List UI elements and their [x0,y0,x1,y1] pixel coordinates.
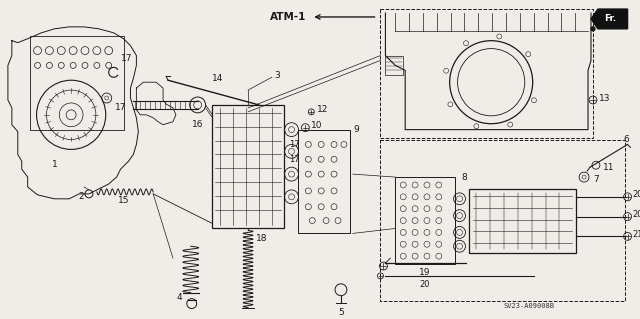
Text: 4: 4 [177,293,182,302]
Text: 8: 8 [461,173,467,182]
Bar [298,130,350,234]
Text: 6: 6 [624,135,630,144]
Bar [396,177,454,264]
Bar [381,139,625,300]
Text: 3: 3 [274,71,280,80]
Text: 13: 13 [599,93,611,102]
Text: 7: 7 [593,174,599,183]
Text: 20: 20 [632,210,640,219]
Polygon shape [591,9,628,29]
Bar [29,36,124,130]
Text: Fr.: Fr. [604,14,616,24]
Circle shape [591,27,595,31]
Text: 17: 17 [289,140,300,149]
Bar [469,189,576,253]
Text: 19: 19 [419,268,431,278]
Text: 21: 21 [632,230,640,239]
Bar [212,105,284,228]
Text: 1: 1 [51,160,57,169]
Text: 5: 5 [338,308,344,317]
Bar [385,56,403,75]
Text: 15: 15 [118,196,129,205]
Text: 16: 16 [192,120,204,129]
Text: 12: 12 [317,105,328,115]
Text: 2: 2 [78,192,84,201]
Text: 18: 18 [256,234,268,243]
Text: SV23-A09008B: SV23-A09008B [503,302,554,308]
Text: 14: 14 [212,74,223,83]
Text: 20: 20 [420,280,430,289]
Text: 9: 9 [353,125,358,134]
Text: 17: 17 [289,155,300,164]
Text: 10: 10 [310,121,322,130]
Text: 17: 17 [121,54,132,63]
Text: ATM-1: ATM-1 [270,12,307,22]
Bar [381,9,593,137]
Text: 11: 11 [603,163,614,172]
Text: 17: 17 [115,103,126,112]
Text: 20: 20 [632,190,640,199]
